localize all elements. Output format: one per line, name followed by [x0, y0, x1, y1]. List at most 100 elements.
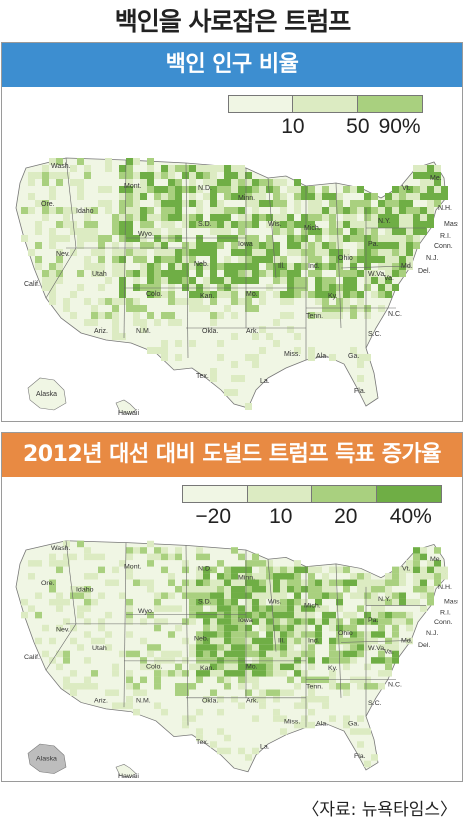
county-cell [224, 389, 231, 396]
county-cell [315, 298, 322, 305]
county-cell [385, 270, 392, 277]
county-cell [364, 611, 371, 619]
county-cell [287, 221, 294, 228]
state-label: Ill. [278, 263, 285, 270]
county-cell [301, 284, 308, 291]
county-cell [308, 347, 315, 354]
county-cell [343, 186, 350, 193]
county-cell [245, 179, 252, 186]
county-cell [49, 270, 56, 277]
county-cell [252, 650, 259, 658]
county-cell [266, 221, 273, 228]
county-cell [231, 207, 238, 214]
county-cell [140, 326, 147, 333]
county-cell [210, 214, 217, 221]
county-cell [343, 611, 350, 619]
county-cell [91, 207, 98, 214]
county-cell [196, 598, 203, 606]
county-cell [147, 263, 154, 270]
county-cell [273, 573, 280, 580]
county-cell [105, 312, 112, 319]
county-cell [182, 618, 189, 625]
county-cell [273, 611, 280, 619]
county-cell [287, 228, 294, 235]
county-cell [287, 291, 294, 298]
state-label: Mo. [246, 291, 258, 298]
county-cell [301, 193, 308, 200]
county-cell [287, 186, 294, 193]
county-cell [287, 650, 294, 658]
state-label: N.H. [438, 205, 452, 212]
county-cell [329, 291, 336, 298]
county-cell [420, 214, 427, 221]
county-cell [378, 207, 385, 214]
county-cell [182, 657, 189, 664]
county-cell [441, 186, 448, 193]
county-cell [364, 277, 371, 284]
county-cell [392, 650, 399, 658]
county-cell [245, 611, 252, 619]
panel1-legend-seg-3 [357, 96, 422, 112]
county-cell [350, 291, 357, 298]
county-cell [294, 579, 301, 587]
county-cell [105, 207, 112, 214]
county-cell [91, 312, 98, 319]
county-cell [364, 312, 371, 319]
county-cell [147, 242, 154, 249]
panel2-legend-seg-3 [312, 486, 377, 502]
county-cell [21, 235, 28, 242]
county-cell [322, 586, 329, 593]
county-cell [434, 186, 441, 193]
county-cell [273, 221, 280, 228]
county-cell [63, 650, 70, 658]
county-cell [259, 347, 266, 354]
county-cell [168, 319, 175, 326]
county-cell [126, 207, 133, 214]
county-cell [238, 611, 245, 619]
county-cell [168, 249, 175, 256]
county-cell [112, 663, 119, 671]
county-cell [56, 277, 63, 284]
county-cell [301, 611, 308, 619]
county-cell [70, 179, 77, 186]
county-cell [196, 207, 203, 214]
county-cell [364, 586, 371, 593]
county-cell [189, 298, 196, 305]
county-cell [385, 284, 392, 291]
county-cell [336, 624, 343, 632]
county-cell [280, 611, 287, 619]
county-cell [161, 207, 168, 214]
county-cell [399, 592, 406, 599]
county-cell [329, 579, 336, 587]
county-cell [56, 263, 63, 270]
county-cell [63, 560, 70, 567]
county-cell [189, 644, 196, 651]
county-cell [224, 644, 231, 651]
county-cell [245, 214, 252, 221]
county-cell [224, 670, 231, 677]
county-cell [84, 553, 91, 561]
county-cell [343, 657, 350, 664]
county-cell [84, 207, 91, 214]
county-cell [140, 270, 147, 277]
county-cell [420, 605, 427, 612]
county-cell [343, 284, 350, 291]
county-cell [245, 586, 252, 593]
state-label: S.D. [198, 221, 212, 228]
county-cell [119, 228, 126, 235]
county-cell [378, 650, 385, 658]
county-cell [231, 186, 238, 193]
county-cell [245, 270, 252, 277]
county-cell [378, 598, 385, 606]
county-cell [364, 579, 371, 587]
county-cell [161, 605, 168, 612]
source-credit: 〈자료: 뉴욕타임스〉 [302, 800, 457, 820]
county-cell [252, 631, 259, 638]
county-cell [203, 291, 210, 298]
county-cell [336, 579, 343, 587]
county-cell [217, 592, 224, 599]
county-cell [203, 263, 210, 270]
county-cell [294, 193, 301, 200]
county-cell [196, 249, 203, 256]
